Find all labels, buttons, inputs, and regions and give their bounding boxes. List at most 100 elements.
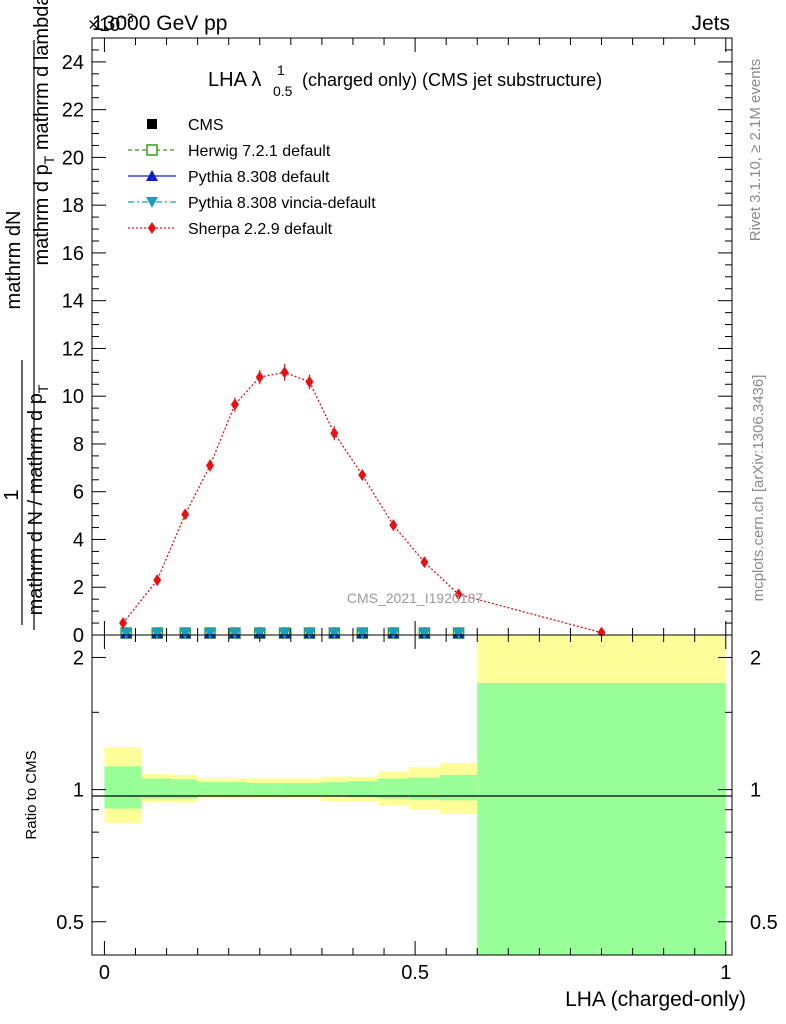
ratio-y-tick-label-right: 2 <box>750 647 761 669</box>
main-y-tick-label: 22 <box>62 100 84 122</box>
legend-marker-sherpa-2-2-9-default <box>148 222 156 234</box>
legend-label-pythia-8-308-vincia-default: Pythia 8.308 vincia-default <box>188 195 376 212</box>
ratio-inner-band <box>247 783 273 796</box>
sherpa-point <box>420 556 429 569</box>
ratio-y-tick-label: 2 <box>73 647 84 669</box>
title-main: LHA λ <box>208 69 261 91</box>
main-y-tick-label: 24 <box>62 52 84 74</box>
main-y-tick-label: 8 <box>73 434 84 456</box>
x-axis-label: LHA (charged-only) <box>565 988 746 1011</box>
legend: CMS Herwig 7.2.1 default Pythia 8.308 defa… <box>128 117 376 238</box>
sherpa-point <box>358 469 367 482</box>
header-energy-label: 13000 GeV pp <box>92 12 227 35</box>
legend-marker-pythia-8-308-vincia-default <box>146 197 158 208</box>
legend-label-pythia-8-308-default: Pythia 8.308 default <box>188 169 330 186</box>
main-y-axis-label: mathrm dN mathrm d pT mathrm d lambda 1 … <box>1 0 57 630</box>
sherpa-point <box>230 398 239 411</box>
ratio-y-tick-label-right: 1 <box>750 780 761 802</box>
sherpa-point <box>330 427 339 440</box>
ratio-y-tick-label-right: 0.5 <box>750 912 778 934</box>
title-rest: (charged only) (CMS jet substructure) <box>302 70 602 90</box>
pythia-8-308-vincia-default-point <box>356 628 369 640</box>
sherpa-point <box>454 588 463 601</box>
ylabel-denominator: mathrm d pT mathrm d lambda <box>31 0 57 265</box>
legend-label-cms: CMS <box>188 117 224 134</box>
sherpa-point <box>181 508 190 521</box>
ratio-inner-band <box>377 778 409 799</box>
legend-label-herwig-7-2-1-default: Herwig 7.2.1 default <box>188 143 331 160</box>
sherpa-point <box>255 371 264 384</box>
main-y-tick-label: 12 <box>62 338 84 360</box>
rivet-version-label: Rivet 3.1.10, ≥ 2.1M events <box>747 59 764 242</box>
legend-marker-pythia-8-308-default <box>146 170 158 181</box>
pythia-8-308-vincia-default-point <box>120 628 133 640</box>
x-tick-label: 0 <box>99 962 110 984</box>
ylabel-numerator: mathrm dN <box>3 211 25 310</box>
sherpa-point <box>389 519 398 532</box>
ratio-y-tick-label: 1 <box>73 780 84 802</box>
pythia-8-308-vincia-default-point <box>278 628 291 640</box>
main-x-axis-ticks <box>103 38 727 635</box>
pythia-8-308-vincia-default-point <box>452 628 465 640</box>
ratio-inner-band <box>408 777 440 800</box>
ratio-inner-band <box>321 782 347 797</box>
legend-label-sherpa-2-2-9-default: Sherpa 2.2.9 default <box>188 221 333 238</box>
main-y-tick-label: 14 <box>62 291 84 313</box>
pythia-8-308-vincia-default-point <box>228 628 241 640</box>
x-tick-label: 1 <box>720 962 731 984</box>
sherpa-point <box>597 626 606 639</box>
ylabel-prefix-top: 1 <box>1 489 23 500</box>
pythia-8-308-vincia-default-point <box>253 628 266 640</box>
y-exponent-label: ×10 <box>88 15 120 36</box>
ratio-y-axis: 0.5 0.5 1 1 2 2 <box>56 647 778 933</box>
ratio-inner-band <box>104 766 142 809</box>
pythia-8-308-vincia-default-point <box>387 628 400 640</box>
sherpa-point <box>280 366 289 379</box>
pythia-8-308-vincia-default-point <box>328 628 341 640</box>
ratio-inner-band <box>477 682 726 955</box>
mcplots-credit-label: mcplots.cern.ch [arXiv:1306.3436] <box>750 375 767 602</box>
main-y-tick-label: 2 <box>73 577 84 599</box>
y-exponent-power: −3 <box>120 11 134 25</box>
side-labels: Rivet 3.1.10, ≥ 2.1M events mcplots.cern… <box>747 59 767 602</box>
main-y-tick-label: 10 <box>62 386 84 408</box>
title-superscript: 1 <box>277 62 285 78</box>
title-subscript: 0.5 <box>273 83 293 99</box>
ratio-y-tick-label: 0.5 <box>56 912 84 934</box>
pythia-8-308-vincia-default-point <box>179 628 192 640</box>
x-axis: 0 0.5 1 <box>99 635 731 984</box>
ratio-y-axis-label: Ratio to CMS <box>23 750 40 839</box>
ratio-inner-band <box>172 779 198 799</box>
main-y-tick-label: 18 <box>62 195 84 217</box>
ratio-inner-band <box>222 782 248 797</box>
main-y-tick-label: 16 <box>62 243 84 265</box>
ratio-inner-band <box>197 782 223 797</box>
pythia-8-308-vincia-default-point <box>151 628 164 640</box>
ratio-inner-band <box>272 783 298 796</box>
ratio-panel: 0.5 0.51 12 2 0 0.5 1 Ratio to CMS <box>23 634 778 984</box>
main-y-tick-label: 20 <box>62 147 84 169</box>
sherpa-point <box>206 459 215 472</box>
pythia-8-308-vincia-default-point <box>204 628 217 640</box>
legend-marker-cms <box>147 119 157 129</box>
ylabel-prefix-bottom: mathrm d N / mathrm d pT <box>25 384 51 615</box>
main-y-tick-label: 4 <box>73 529 84 551</box>
x-tick-label: 0.5 <box>401 962 429 984</box>
ratio-inner-band <box>297 783 322 796</box>
sherpa-point <box>119 617 128 630</box>
plot-title: LHA λ 1 0.5 (charged only) (CMS jet subs… <box>208 62 602 99</box>
ratio-frame <box>91 634 733 956</box>
analysis-watermark: CMS_2021_I1920187 <box>347 590 483 606</box>
legend-marker-herwig-7-2-1-default <box>146 144 158 156</box>
sherpa-point <box>153 574 162 587</box>
pythia-8-308-vincia-default-point <box>303 628 316 640</box>
ratio-inner-band <box>141 778 173 799</box>
sherpa-point <box>305 375 314 388</box>
header-jets-label: Jets <box>691 12 730 35</box>
main-y-tick-label: 0 <box>73 625 84 647</box>
ratio-inner-band <box>346 781 378 798</box>
pythia-8-308-vincia-default-point <box>418 628 431 640</box>
